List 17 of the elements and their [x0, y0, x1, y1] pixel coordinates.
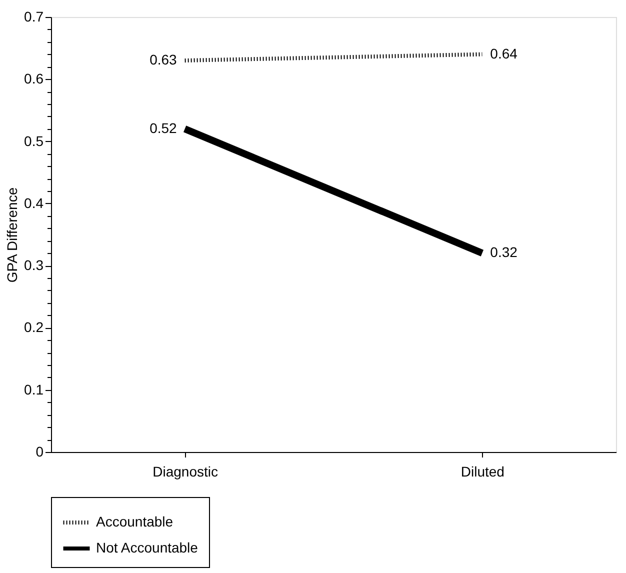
y-tick-label: 0.7 — [24, 8, 44, 24]
x-tick-label: Diluted — [460, 464, 504, 480]
y-tick-label: 0.1 — [24, 381, 44, 398]
y-tick-label: 0.2 — [24, 319, 44, 336]
data-label: 0.52 — [150, 120, 178, 136]
y-tick-label: 0.3 — [24, 257, 44, 274]
y-axis-title: GPA Difference — [4, 187, 20, 283]
x-tick-label: Diagnostic — [152, 464, 218, 480]
y-tick-label: 0 — [36, 444, 44, 460]
y-tick-label: 0.4 — [24, 194, 44, 211]
legend-label: Not Accountable — [96, 540, 198, 556]
legend-label: Accountable — [96, 514, 174, 530]
data-label: 0.32 — [490, 244, 518, 260]
data-label: 0.63 — [150, 52, 178, 68]
y-tick-label: 0.6 — [24, 70, 44, 87]
data-label: 0.64 — [490, 45, 518, 62]
y-tick-label: 0.5 — [24, 132, 44, 149]
